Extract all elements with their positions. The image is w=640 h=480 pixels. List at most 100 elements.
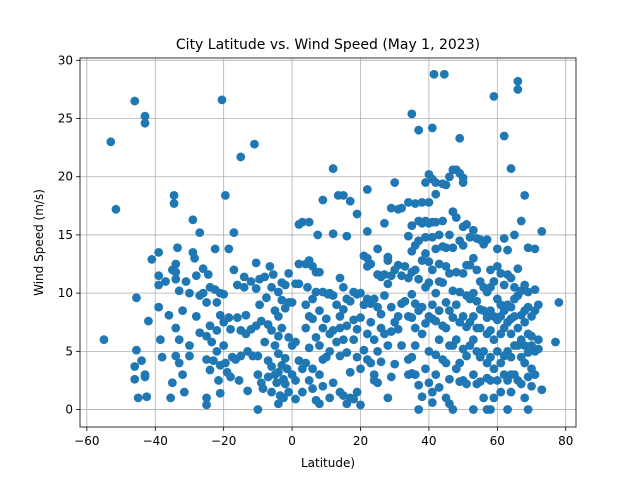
data-point bbox=[304, 343, 314, 353]
data-point bbox=[533, 344, 543, 354]
data-point bbox=[373, 302, 382, 312]
data-point bbox=[349, 394, 359, 404]
data-point bbox=[267, 387, 276, 397]
data-point bbox=[533, 335, 543, 345]
data-point bbox=[267, 282, 276, 292]
data-point bbox=[132, 293, 141, 303]
data-point bbox=[282, 364, 292, 374]
x-tick-label: 60 bbox=[490, 434, 505, 448]
data-point bbox=[342, 348, 352, 357]
data-point bbox=[486, 325, 495, 335]
data-point bbox=[332, 300, 341, 310]
data-point bbox=[202, 331, 211, 341]
y-tick-label: 25 bbox=[58, 112, 73, 126]
data-point bbox=[366, 259, 376, 269]
data-point bbox=[205, 365, 215, 375]
data-point bbox=[188, 215, 198, 225]
data-point bbox=[236, 351, 246, 361]
y-axis-label: Wind Speed (m/s) bbox=[32, 189, 46, 296]
data-point bbox=[414, 380, 424, 390]
data-point bbox=[229, 265, 239, 275]
data-point bbox=[294, 259, 304, 269]
data-point bbox=[482, 313, 492, 322]
data-point bbox=[434, 306, 444, 315]
data-point bbox=[496, 387, 506, 397]
data-point bbox=[224, 244, 234, 254]
data-point bbox=[506, 329, 516, 339]
data-point bbox=[214, 376, 223, 385]
data-point bbox=[431, 189, 441, 199]
plot-frame bbox=[79, 57, 577, 428]
data-point bbox=[169, 190, 179, 200]
data-point bbox=[506, 387, 516, 397]
data-point bbox=[554, 298, 564, 307]
y-tick-label: 30 bbox=[58, 53, 73, 67]
data-point bbox=[441, 261, 451, 271]
data-point bbox=[451, 267, 461, 277]
data-point bbox=[251, 258, 261, 268]
data-point bbox=[455, 133, 465, 143]
data-point bbox=[274, 312, 283, 321]
data-point bbox=[417, 256, 427, 265]
data-point bbox=[297, 387, 307, 397]
data-point bbox=[191, 312, 201, 321]
data-point bbox=[315, 267, 324, 277]
data-point bbox=[407, 313, 417, 322]
data-point bbox=[294, 279, 304, 289]
data-point bbox=[386, 203, 396, 213]
data-point bbox=[455, 287, 465, 297]
x-axis-label: Latitude) bbox=[301, 456, 355, 470]
data-point bbox=[345, 367, 355, 377]
data-point bbox=[465, 260, 475, 270]
data-point bbox=[445, 230, 454, 240]
data-point bbox=[496, 268, 506, 278]
data-point bbox=[448, 243, 458, 253]
y-tick-label: 15 bbox=[58, 228, 73, 242]
data-point bbox=[458, 268, 468, 278]
data-point bbox=[445, 306, 454, 315]
data-point bbox=[499, 280, 509, 290]
data-point bbox=[486, 352, 495, 362]
data-point bbox=[229, 228, 239, 238]
data-point bbox=[171, 274, 181, 284]
data-point bbox=[472, 265, 482, 275]
data-point bbox=[274, 367, 283, 377]
data-point bbox=[178, 370, 188, 380]
data-point bbox=[171, 351, 181, 361]
data-point bbox=[438, 216, 447, 226]
data-point bbox=[328, 229, 338, 239]
data-point bbox=[328, 325, 338, 335]
data-point bbox=[429, 69, 439, 79]
data-point bbox=[318, 195, 328, 205]
data-point bbox=[318, 381, 328, 391]
data-point bbox=[133, 393, 143, 403]
data-point bbox=[448, 405, 458, 414]
data-point bbox=[284, 387, 294, 397]
data-point bbox=[173, 243, 182, 253]
data-point bbox=[157, 352, 167, 362]
data-point bbox=[164, 310, 174, 320]
data-point bbox=[210, 244, 220, 254]
data-point bbox=[239, 272, 249, 282]
data-point bbox=[220, 190, 230, 200]
x-tick-label: −40 bbox=[143, 434, 168, 448]
data-point bbox=[403, 231, 413, 241]
data-point bbox=[362, 185, 372, 194]
data-point bbox=[205, 321, 215, 331]
data-point bbox=[510, 230, 519, 240]
data-point bbox=[308, 384, 318, 393]
data-point bbox=[284, 332, 294, 342]
data-point bbox=[335, 312, 345, 321]
data-point bbox=[185, 288, 194, 298]
data-point bbox=[421, 319, 430, 328]
data-point bbox=[147, 254, 157, 264]
data-point bbox=[479, 306, 489, 315]
data-point bbox=[232, 313, 242, 322]
data-point bbox=[190, 253, 199, 263]
data-point bbox=[268, 270, 278, 279]
data-point bbox=[202, 400, 211, 410]
data-point bbox=[202, 355, 211, 364]
data-point bbox=[212, 346, 222, 356]
data-point bbox=[431, 217, 441, 227]
data-point bbox=[232, 280, 242, 290]
